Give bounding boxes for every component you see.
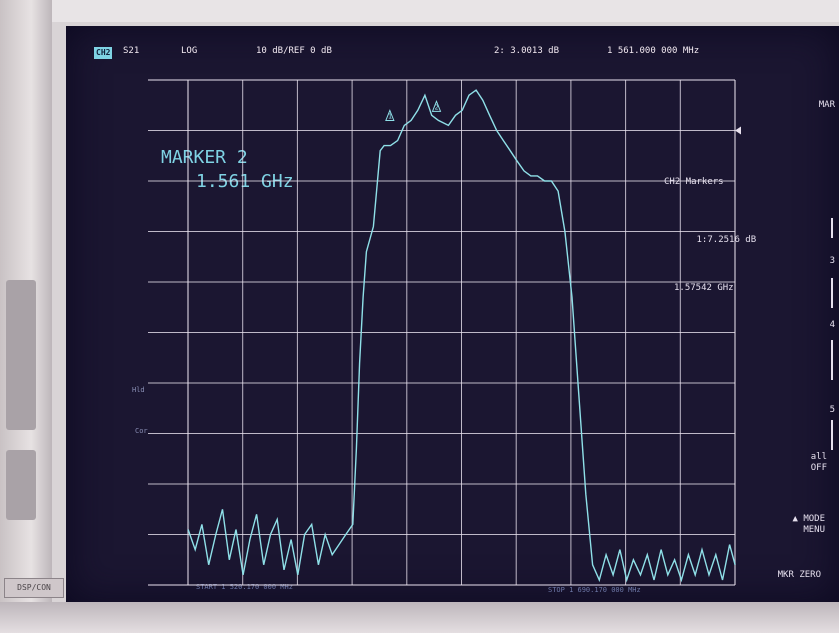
instrument-bottom-bezel	[0, 602, 839, 633]
marker-table-title: CH2 Markers	[664, 177, 724, 187]
marker-entry-value: 7.2516 dB	[707, 235, 757, 245]
marker-frequency-readout: 1 561.000 000 MHz	[607, 46, 700, 56]
channel-badge[interactable]: CH2	[94, 47, 113, 59]
softkey-number-4[interactable]: 4	[829, 320, 835, 330]
marker-entry-frequency: 1.57542 GHz	[674, 283, 734, 293]
s21-trace	[187, 89, 736, 583]
marker-table: CH2 Markers 1:7.2516 dB 1.57542 GHz	[664, 152, 756, 318]
marker-entry: 1:7.2516 dB	[664, 222, 757, 258]
graticule	[148, 79, 736, 586]
marker-entry-id: 1:	[696, 235, 708, 245]
hold-annotation: Hld	[132, 386, 145, 394]
marker-triangle-icon[interactable]	[431, 100, 442, 112]
stop-frequency: STOP 1 690.170 000 MHz	[548, 586, 641, 594]
side-slot	[6, 450, 36, 520]
softkey-marker-title[interactable]: MAR	[818, 100, 835, 110]
dsp-con-key[interactable]: DSP/CON	[4, 578, 64, 598]
measurement-parameter[interactable]: S21	[123, 46, 140, 56]
softkey-number-5[interactable]: 5	[829, 405, 835, 415]
marker-zero-softkey[interactable]: MKR ZERO	[777, 570, 821, 580]
correction-annotation: Cor	[135, 427, 148, 435]
softkey-divider	[831, 278, 833, 308]
side-slot	[6, 280, 36, 430]
instrument-left-bezel	[0, 0, 52, 633]
marker-number-label: 1	[388, 112, 392, 120]
softkey-number-3[interactable]: 3	[829, 256, 835, 266]
reference-arrow-icon	[735, 126, 741, 135]
marker-triangle-icon[interactable]	[385, 109, 395, 121]
trace-markers: 12	[385, 100, 442, 121]
marker-number-label: 2	[434, 103, 438, 111]
start-frequency: START 1 520.170 000 MHz	[196, 583, 293, 591]
display-format[interactable]: LOG	[181, 46, 198, 56]
instrument-top-bezel	[0, 0, 839, 22]
all-off-softkey[interactable]: all OFF	[810, 452, 827, 473]
analyzer-screen	[66, 26, 839, 602]
scale-reference[interactable]: 10 dB/REF 0 dB	[256, 46, 332, 56]
softkey-divider	[831, 340, 833, 380]
softkey-divider	[831, 420, 833, 450]
marker-value-readout: 2: 3.0013 dB	[494, 46, 560, 56]
mode-menu-softkey[interactable]: ▲ MODE MENU	[792, 514, 825, 535]
softkey-divider	[831, 218, 833, 238]
